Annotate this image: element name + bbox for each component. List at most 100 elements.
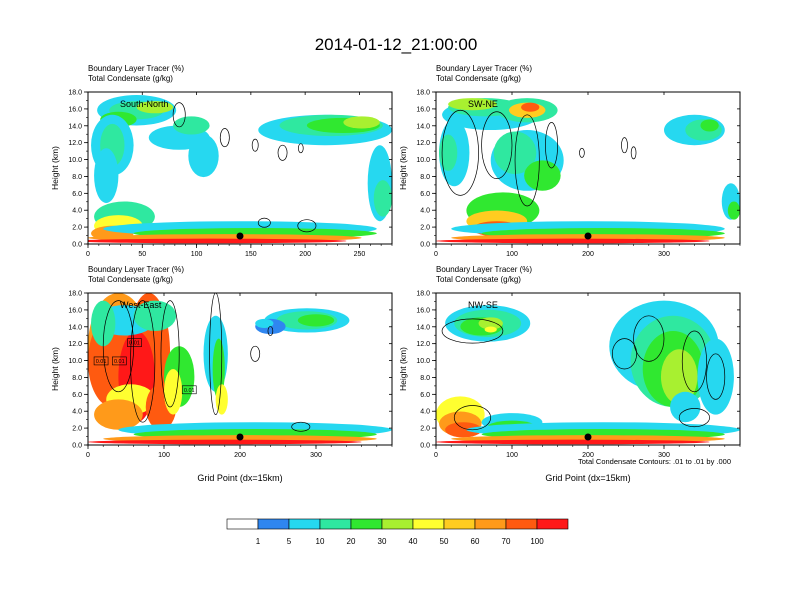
shade-cell: [188, 134, 219, 178]
x-tick-label: 100: [506, 251, 518, 258]
x-tick-label: 0: [434, 251, 438, 258]
contour-line: [681, 330, 707, 393]
y-tick-label: 6.0: [72, 392, 82, 399]
shade-cell: [660, 349, 698, 404]
y-tick-label: 14.0: [416, 324, 430, 331]
contour-line: [621, 137, 628, 154]
condensate-contours: [172, 102, 317, 233]
y-tick-label: 18.0: [68, 90, 82, 97]
y-tick-label: 0.0: [72, 242, 82, 249]
contour-line: [678, 408, 710, 428]
y-tick-label: 0.0: [420, 242, 430, 249]
colorbar-swatch: [319, 518, 352, 530]
y-tick-label: 12.0: [68, 140, 82, 147]
colorbar-swatch: [536, 518, 569, 530]
y-tick-label: 14.0: [416, 123, 430, 130]
y-tick-label: 10.0: [416, 157, 430, 164]
tracer-field: [436, 293, 740, 445]
panel-title-line1: Boundary Layer Tracer (%): [436, 64, 532, 73]
y-tick-label: 2.0: [72, 426, 82, 433]
y-tick-label: 14.0: [68, 123, 82, 130]
contour-line: [250, 345, 261, 362]
panel-nw-se: 0.0 2.0 4.0 6.0 8.0 10.0 12.0 14.0 16.0 18.0 0 100 2…: [398, 265, 741, 483]
colorbar-swatch: [443, 518, 476, 530]
contour-note: Total Condensate Contours: .01 to .01 by…: [578, 457, 731, 466]
panel-west-east: 0.01 0.01 0.01 0.01 0.0 2.0 4.0 6.0 8.0 10.0 12.0 1…: [50, 265, 393, 483]
contour-line: [130, 300, 156, 423]
contour-label-box: [93, 356, 109, 366]
x-tick-label: 0: [86, 251, 90, 258]
x-tick-label: 300: [310, 452, 322, 459]
y-tick-label: 8.0: [420, 375, 430, 382]
x-tick-label: 200: [582, 452, 594, 459]
y-tick-label: 16.0: [416, 106, 430, 113]
y-tick-label: 18.0: [416, 291, 430, 298]
shade-cell: [343, 116, 380, 129]
shade-cell: [445, 422, 482, 438]
y-tick-label: 12.0: [416, 140, 430, 147]
panel-south-north: 0.0 2.0 4.0 6.0 8.0 10.0 12.0 14.0 16.0 18.0 0 50 10…: [50, 64, 393, 258]
y-tick-label: 2.0: [420, 225, 430, 232]
condensate-contours: [441, 315, 726, 431]
contour-line: [251, 138, 259, 152]
contour-line: [545, 122, 558, 169]
colorbar-label: 10: [316, 537, 325, 546]
colorbar-label: 30: [378, 537, 387, 546]
colorbar-label: 60: [471, 537, 480, 546]
cross-section-label: South-North: [120, 99, 169, 109]
y-tick-label: 4.0: [420, 208, 430, 215]
shade-cell: [94, 399, 143, 430]
x-tick-label: 300: [658, 251, 670, 258]
y-axis-label: Height (km): [398, 146, 408, 190]
contour-line: [481, 111, 513, 179]
y-tick-label: 8.0: [72, 174, 82, 181]
y-tick-label: 6.0: [420, 392, 430, 399]
location-marker: [236, 232, 244, 240]
shade-cell: [484, 326, 497, 333]
y-tick-label: 12.0: [416, 341, 430, 348]
contour-line: [257, 217, 271, 228]
contour-line: [160, 300, 180, 408]
y-tick-label: 10.0: [68, 358, 82, 365]
colorbar-swatch: [412, 518, 445, 530]
y-tick-label: 16.0: [68, 106, 82, 113]
contour-line: [441, 318, 504, 344]
contour-line: [267, 326, 274, 336]
y-tick-label: 0.0: [420, 443, 430, 450]
contour-line: [453, 405, 492, 431]
shade-cell: [524, 160, 561, 191]
contour-line: [297, 219, 317, 233]
y-tick-label: 2.0: [420, 426, 430, 433]
shade-cell: [164, 369, 183, 415]
colorbar-swatch: [381, 518, 414, 530]
shade-cell: [697, 338, 734, 415]
colorbar-label: 50: [440, 537, 449, 546]
y-tick-label: 4.0: [72, 409, 82, 416]
contour-label: 0.01: [114, 359, 125, 365]
x-tick-label: 150: [245, 251, 257, 258]
contour-line: [611, 338, 637, 370]
colorbar-swatch: [288, 518, 321, 530]
panel-sw-ne: 0.0 2.0 4.0 6.0 8.0 10.0 12.0 14.0 16.0 18.0 0 100 2…: [398, 64, 741, 258]
contour-line: [514, 114, 540, 207]
y-tick-label: 16.0: [68, 307, 82, 314]
contour-line: [277, 144, 288, 161]
shade-cell: [439, 134, 458, 172]
shade-cell: [521, 102, 540, 112]
y-tick-label: 10.0: [68, 157, 82, 164]
contour-label-box: [181, 385, 197, 395]
shade-cell: [215, 384, 228, 415]
panel-title-line1: Boundary Layer Tracer (%): [436, 265, 532, 274]
colorbar-label: 40: [409, 537, 418, 546]
panel-title-line2: Total Condensate (g/kg): [436, 74, 521, 83]
colorbar-swatch: [350, 518, 383, 530]
panel-title-line2: Total Condensate (g/kg): [88, 74, 173, 83]
y-tick-label: 8.0: [420, 174, 430, 181]
x-tick-label: 250: [354, 251, 366, 258]
contour-line: [706, 353, 726, 400]
y-tick-label: 18.0: [68, 291, 82, 298]
y-tick-label: 0.0: [72, 443, 82, 450]
colorbar-swatch: [226, 518, 259, 530]
cross-section-label: SW-NE: [468, 99, 498, 109]
condensate-contours: [102, 293, 311, 432]
